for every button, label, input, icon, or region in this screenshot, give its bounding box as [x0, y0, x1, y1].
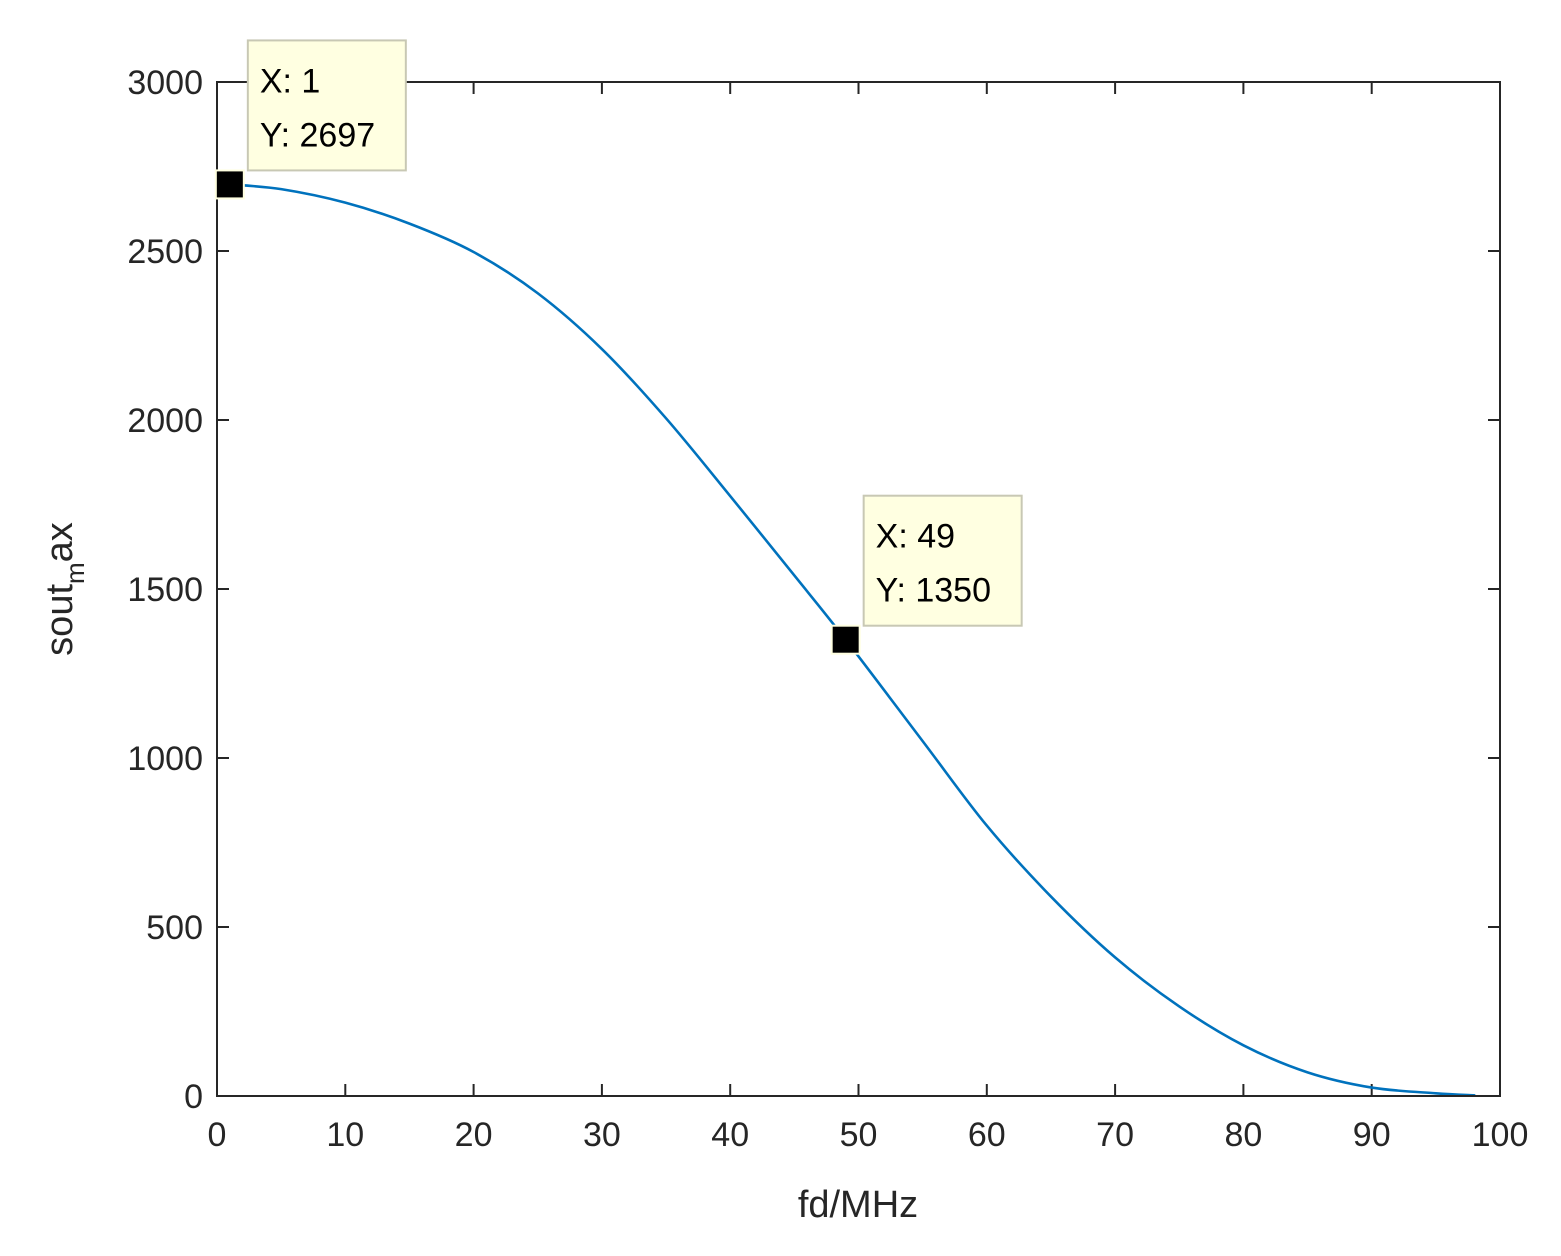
x-tick-label-30: 30: [583, 1116, 621, 1154]
datatip-marker-0[interactable]: [214, 169, 245, 200]
plot-background: [217, 82, 1500, 1096]
x-tick-label-90: 90: [1353, 1116, 1391, 1154]
x-tick-label-100: 100: [1472, 1116, 1529, 1154]
datatip-y-text-1: Y: 1350: [876, 572, 991, 610]
y-tick-label-2000: 2000: [127, 402, 203, 440]
y-tick-label-1000: 1000: [127, 740, 203, 778]
axes-box: [216, 81, 1501, 1097]
y-axis-label-base: sout: [39, 584, 81, 656]
datatip-y-text-0: Y: 2697: [260, 116, 375, 154]
datatip-x-text-0: X: 1: [260, 62, 320, 100]
x-tick-label-70: 70: [1096, 1116, 1134, 1154]
datatip-box-1: [862, 494, 1023, 627]
datatip-box-0: [246, 39, 407, 172]
y-tick-label-2500: 2500: [127, 233, 203, 271]
y-tick-label-0: 0: [184, 1078, 203, 1116]
x-tick-label-80: 80: [1224, 1116, 1262, 1154]
x-axis-label: fd/MHz: [798, 1184, 918, 1226]
x-tick-label-60: 60: [968, 1116, 1006, 1154]
y-tick-label-3000: 3000: [127, 64, 203, 102]
x-tick-label-20: 20: [455, 1116, 493, 1154]
y-axis-label: soutmax: [39, 522, 90, 656]
datatip-marker-1[interactable]: [830, 624, 861, 655]
y-axis-label-tail: ax: [39, 522, 81, 562]
x-tick-label-50: 50: [840, 1116, 878, 1154]
y-axis-label-subscript: m: [60, 562, 90, 584]
x-tick-label-10: 10: [326, 1116, 364, 1154]
x-tick-label-0: 0: [208, 1116, 227, 1154]
tick-labels: 0 10 20 30 40 50 60 70 80 90 100050010001500200025…: [127, 64, 1528, 1154]
y-tick-label-500: 500: [146, 909, 203, 947]
datatip-x-text-1: X: 49: [876, 518, 955, 556]
y-tick-label-1500: 1500: [127, 571, 203, 609]
x-tick-label-40: 40: [711, 1116, 749, 1154]
datatips: X: 1 Y: 2697 X: 49 Y: 1350: [214, 39, 1023, 655]
